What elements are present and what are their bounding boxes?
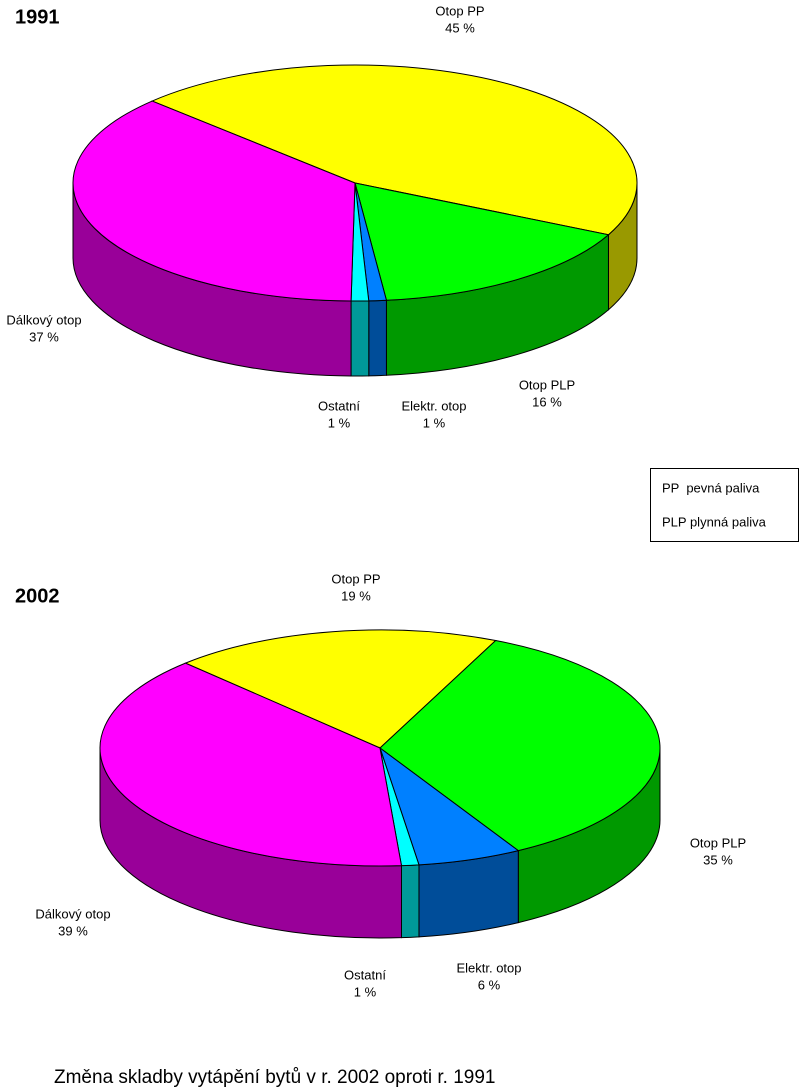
slice <box>354 182 610 301</box>
slice <box>99 662 403 867</box>
slice-value-label: 35 % <box>703 852 733 867</box>
slice-label: Otop PP <box>331 571 380 586</box>
slice-label: Elektr. otop <box>456 960 521 975</box>
legend-note: PLP plynná paliva <box>662 514 767 529</box>
slice <box>184 629 497 749</box>
slice-value-label: 16 % <box>532 394 562 409</box>
slice-label: Otop PLP <box>519 377 575 392</box>
slice-side <box>400 864 420 939</box>
slice-label: Otop PP <box>435 3 484 18</box>
slice-side <box>350 300 370 377</box>
slice-label: Elektr. otop <box>401 398 466 413</box>
slice <box>150 64 638 236</box>
slice <box>379 640 661 852</box>
slice-value-label: 1 % <box>328 415 351 430</box>
chart-title: 1991 <box>15 6 60 28</box>
slice-label: Ostatní <box>318 398 360 413</box>
slice-value-label: 45 % <box>445 20 475 35</box>
slice-side <box>368 299 387 377</box>
slice <box>72 100 356 302</box>
slice-label: Ostatní <box>344 967 386 982</box>
legend-box <box>650 468 799 542</box>
slice-label: Dálkový otop <box>6 312 81 327</box>
slice-value-label: 6 % <box>478 977 501 992</box>
chart-title: 2002 <box>15 585 60 607</box>
legend-note: PP pevná paliva <box>662 480 760 495</box>
slice-value-label: 19 % <box>341 588 371 603</box>
slice-value-label: 37 % <box>29 329 59 344</box>
slice-label: Dálkový otop <box>35 906 110 921</box>
caption: Změna skladby vytápění bytů v r. 2002 op… <box>54 1067 495 1088</box>
slice-value-label: 1 % <box>423 415 446 430</box>
slice-value-label: 39 % <box>58 923 88 938</box>
slice-label: Otop PLP <box>690 835 746 850</box>
slice-value-label: 1 % <box>354 984 377 999</box>
